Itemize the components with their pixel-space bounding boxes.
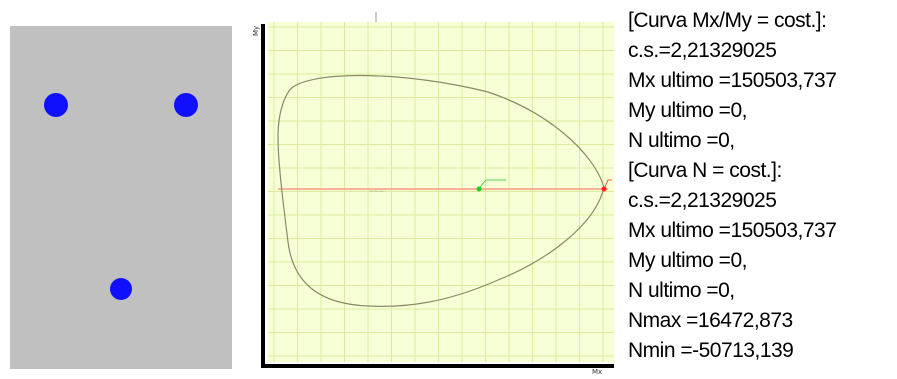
result-line-mx-ultimo-1: Mx ultimo =150503,737 [628, 69, 837, 92]
diagram-ultimate-point-leader [604, 179, 612, 188]
interaction-diagram[interactable]: ~~~ My Mx [248, 12, 624, 376]
result-line-my-ultimo-2: My ultimo =0, [628, 249, 747, 272]
rebar-top-left [44, 93, 68, 117]
result-line-nmax: Nmax =16472,873 [628, 309, 793, 332]
diagram-capacity-curve [277, 74, 605, 307]
diagram-design-point-marker [476, 186, 482, 192]
result-line-curve-mx-my-header: [Curva Mx/My = cost.]: [628, 9, 827, 32]
result-line-n-ultimo-1: N ultimo =0, [628, 129, 735, 152]
diagram-svg: ~~~ My Mx [252, 12, 614, 376]
diagram-y-axis-label: My [252, 26, 260, 36]
result-line-my-ultimo-1: My ultimo =0, [628, 99, 747, 122]
diagram-origin-mark: ~~~ [369, 188, 384, 195]
diagram-ultimate-point-marker [601, 186, 607, 192]
diagram-x-axis-label: Mx [592, 368, 602, 374]
results-text-panel: [Curva Mx/My = cost.]: c.s.=2,21329025 M… [628, 8, 896, 374]
result-line-nmin: Nmin =-50713,139 [628, 339, 794, 362]
rebar-top-right [174, 93, 198, 117]
cross-section-panel [10, 26, 232, 369]
result-line-mx-ultimo-2: Mx ultimo =150503,737 [628, 219, 837, 242]
result-line-cs-2: c.s.=2,21329025 [628, 189, 777, 212]
diagram-design-point-leader [479, 179, 506, 188]
result-line-cs-1: c.s.=2,21329025 [628, 39, 777, 62]
rebar-bottom [110, 278, 132, 300]
result-line-n-ultimo-2: N ultimo =0, [628, 279, 735, 302]
result-line-curve-n-header: [Curva N = cost.]: [628, 159, 782, 182]
